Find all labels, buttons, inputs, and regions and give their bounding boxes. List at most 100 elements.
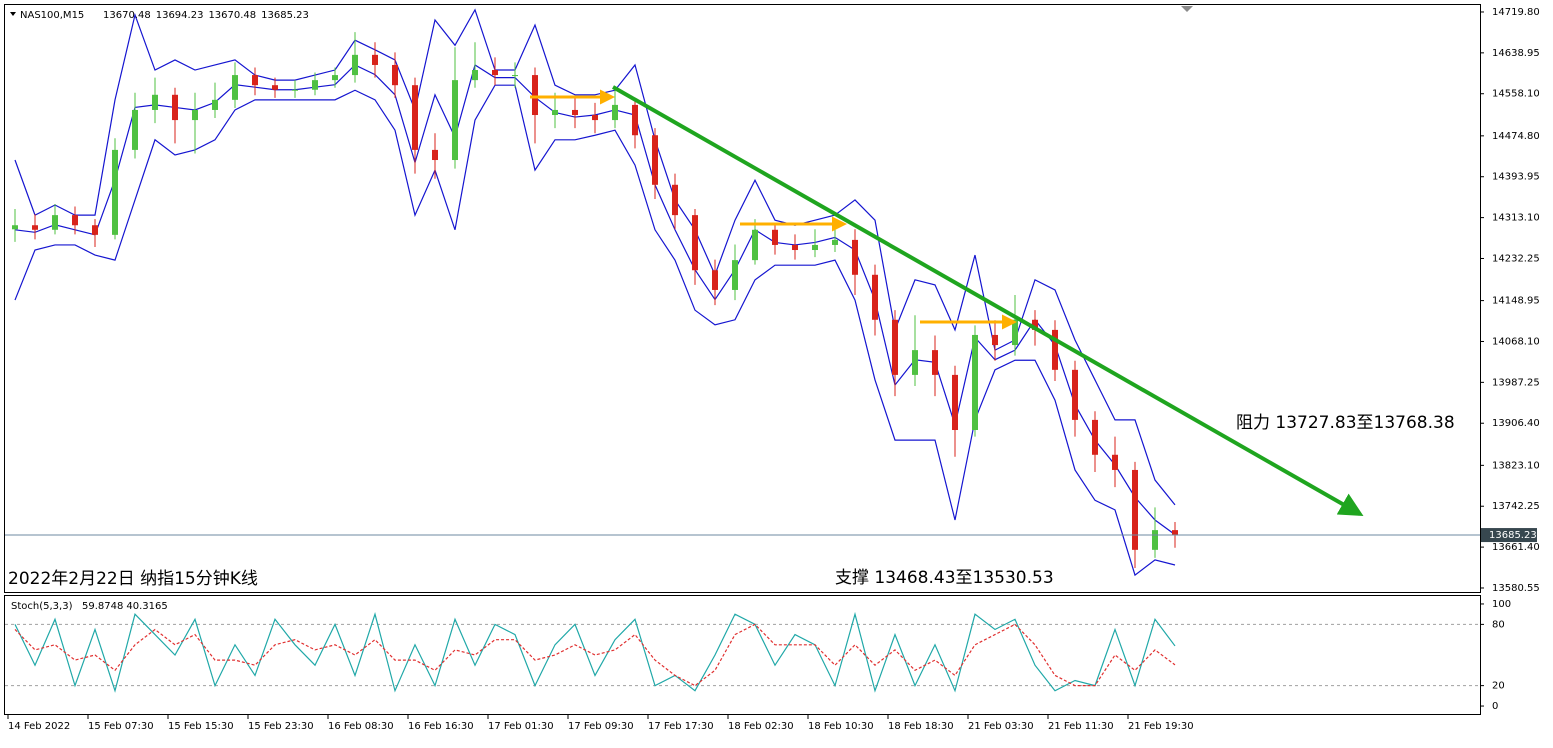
annotation: 阻力 13727.83至13768.38 xyxy=(1236,413,1455,433)
candle-body xyxy=(292,89,298,91)
candle-body xyxy=(432,149,438,161)
candle-body xyxy=(252,75,258,86)
y-tick-label: 14638.95 xyxy=(1492,48,1540,59)
candle-body xyxy=(612,104,618,121)
y-tick-label: 14313.10 xyxy=(1492,213,1540,224)
trend-line xyxy=(612,85,1364,516)
candle-body xyxy=(952,374,958,431)
candle-body xyxy=(112,149,118,235)
candle-body xyxy=(272,85,278,90)
x-tick-label: 18 Feb 18:30 xyxy=(888,721,954,732)
candle-body xyxy=(992,334,998,346)
y-tick-label: 13742.25 xyxy=(1492,501,1540,512)
x-tick-label: 16 Feb 16:30 xyxy=(408,721,474,732)
shift-marker xyxy=(1181,6,1193,12)
candle-body xyxy=(472,70,478,81)
indicator-readout: 59.8748 xyxy=(82,601,123,612)
candle-body xyxy=(1132,469,1138,550)
stoch-main xyxy=(14,611,1176,693)
y-tick-label: 14474.80 xyxy=(1492,131,1540,142)
x-tick-label: 17 Feb 17:30 xyxy=(648,721,714,732)
current-price-label: 13685.23 xyxy=(1489,530,1537,541)
candle-body xyxy=(892,319,898,375)
candle-body xyxy=(812,244,818,251)
y2-tick-label: 0 xyxy=(1492,701,1498,712)
candle-body xyxy=(332,75,338,81)
y-tick-label: 14068.10 xyxy=(1492,336,1540,347)
candle-body xyxy=(72,215,78,226)
bollinger-band xyxy=(14,84,1176,577)
candle-body xyxy=(452,80,458,161)
candle-body xyxy=(392,64,398,86)
x-tick-label: 17 Feb 01:30 xyxy=(488,721,554,732)
x-tick-label: 15 Feb 07:30 xyxy=(88,721,154,732)
candle-body xyxy=(1152,530,1158,550)
current-price-box xyxy=(1481,528,1537,543)
stoch-plot xyxy=(5,611,1480,693)
header-value: 13670.48 xyxy=(103,10,151,21)
y-tick-label: 13823.10 xyxy=(1492,460,1540,471)
candle-body xyxy=(312,80,318,90)
candle-body xyxy=(512,75,518,77)
candle-body xyxy=(372,54,378,65)
x-tick-label: 16 Feb 08:30 xyxy=(328,721,394,732)
candle-body xyxy=(852,239,858,275)
y-tick-label: 13661.40 xyxy=(1492,542,1540,553)
candle-body xyxy=(632,104,638,136)
candle-body xyxy=(912,350,918,375)
y-tick-label: 14148.95 xyxy=(1492,296,1540,307)
x-tick-label: 14 Feb 2022 xyxy=(8,721,70,732)
y-tick-label: 14558.10 xyxy=(1492,89,1540,100)
candle-body xyxy=(732,260,738,290)
candle-body xyxy=(972,334,978,431)
candle-body xyxy=(212,99,218,110)
y2-tick-label: 20 xyxy=(1492,681,1505,692)
candle-body xyxy=(1172,530,1178,536)
candle-body xyxy=(412,85,418,150)
candle-body xyxy=(692,215,698,271)
x-tick-label: 15 Feb 15:30 xyxy=(168,721,234,732)
candle-body xyxy=(92,225,98,235)
candle-body xyxy=(192,109,198,121)
candle-body xyxy=(1072,369,1078,420)
candle-body xyxy=(1092,419,1098,455)
candle-body xyxy=(652,135,658,185)
x-tick-label: 21 Feb 19:30 xyxy=(1128,721,1194,732)
bollinger-band xyxy=(14,8,1176,506)
header-value: 13694.23 xyxy=(156,10,204,21)
x-tick-label: 21 Feb 03:30 xyxy=(968,721,1034,732)
y-tick-label: 14232.25 xyxy=(1492,253,1540,264)
candle-body xyxy=(1112,454,1118,470)
candle-body xyxy=(132,109,138,150)
candle-body xyxy=(172,94,178,121)
candle-body xyxy=(32,225,38,230)
candle-body xyxy=(772,229,778,245)
y2-tick-label: 100 xyxy=(1492,599,1511,610)
candle-body xyxy=(532,75,538,116)
candle-body xyxy=(592,115,598,121)
x-tick-label: 15 Feb 23:30 xyxy=(248,721,314,732)
indicator-readout: 40.3165 xyxy=(126,601,167,612)
candle-body xyxy=(672,184,678,216)
candle-body xyxy=(1052,329,1058,370)
y-tick-label: 13580.55 xyxy=(1492,583,1540,594)
annotation: 支撑 13468.43至13530.53 xyxy=(835,568,1054,588)
y-tick-label: 13906.40 xyxy=(1492,418,1540,429)
candle-body xyxy=(352,54,358,76)
candle-body xyxy=(1032,319,1038,330)
candle-body xyxy=(932,350,938,375)
candle-body xyxy=(152,94,158,110)
candle-body xyxy=(232,75,238,100)
header-value: 13685.23 xyxy=(261,10,309,21)
candle-body xyxy=(792,244,798,251)
stoch-signal xyxy=(14,623,1176,687)
candle-body xyxy=(12,225,18,230)
y-tick-label: 13987.25 xyxy=(1492,377,1540,388)
symbol: NAS100,M15 xyxy=(20,10,84,21)
indicator-name: Stoch(5,3,3) xyxy=(11,601,73,612)
x-tick-label: 18 Feb 02:30 xyxy=(728,721,794,732)
candle-body xyxy=(872,274,878,320)
main-plot xyxy=(12,8,1178,577)
